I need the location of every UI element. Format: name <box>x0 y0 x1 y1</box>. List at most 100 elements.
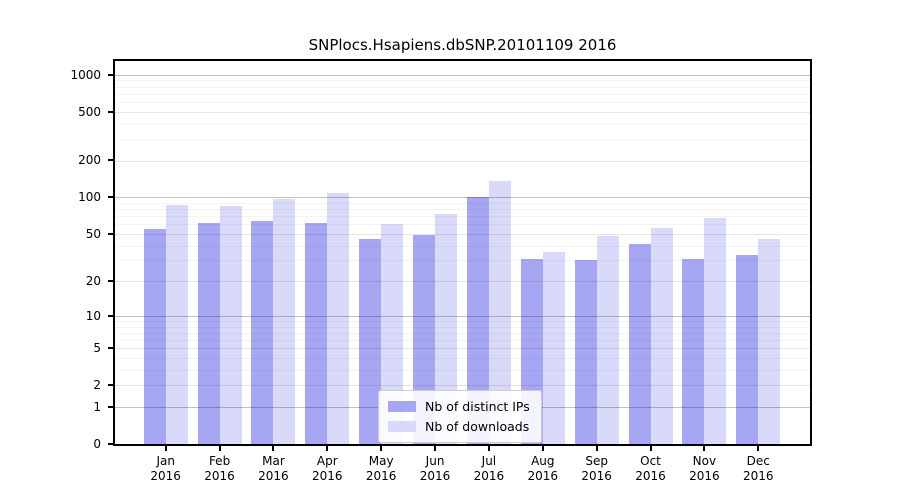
x-tick <box>595 446 598 451</box>
x-tick-month: Jan <box>156 454 175 468</box>
x-tick-label: May 2016 <box>353 454 409 484</box>
x-tick <box>326 446 329 451</box>
x-tick-year: 2016 <box>365 469 397 483</box>
bar-ips-jul <box>466 197 489 444</box>
x-tick-year: 2016 <box>473 469 505 483</box>
gridline <box>115 369 810 371</box>
bar-ips-nov <box>682 258 705 444</box>
legend-swatch-distinct-ips <box>388 400 416 412</box>
y-tick-label: 0 <box>93 437 101 451</box>
x-tick-month: Oct <box>640 454 661 468</box>
gridline <box>115 93 810 95</box>
x-tick-month: May <box>368 454 394 468</box>
gridline <box>115 111 810 113</box>
plot-area: Nb of distinct IPs Nb of downloads <box>113 59 812 446</box>
bar-downloads-apr <box>327 193 350 444</box>
y-axis-line <box>113 59 115 446</box>
x-tick-year: 2016 <box>150 469 181 483</box>
x-tick-year: 2016 <box>742 469 774 483</box>
y-tick-label: 100 <box>78 190 101 205</box>
x-tick-month: Nov <box>692 454 717 468</box>
x-tick-month: Jun <box>425 454 445 468</box>
x-tick-year: 2016 <box>689 469 720 483</box>
x-tick-year: 2016 <box>258 469 289 483</box>
gridline <box>115 245 810 247</box>
gridline <box>115 340 810 341</box>
plot-border-top <box>113 59 812 61</box>
x-tick-month: Dec <box>746 454 770 468</box>
legend-item-distinct-ips: Nb of distinct IPs <box>388 396 530 416</box>
x-tick-label: Aug 2016 <box>515 454 571 484</box>
x-tick-label: Feb 2016 <box>192 454 248 484</box>
gridline <box>115 101 810 103</box>
x-tick-label: Mar 2016 <box>245 454 301 484</box>
bar-ips-apr <box>305 222 328 444</box>
x-tick <box>218 446 221 451</box>
bar-ips-feb <box>197 223 220 444</box>
x-tick-label: Dec 2016 <box>730 454 786 484</box>
gridline <box>115 348 810 350</box>
x-tick <box>649 446 652 451</box>
x-tick-month: Feb <box>208 454 231 468</box>
y-tick <box>108 347 113 350</box>
x-tick <box>272 446 275 451</box>
bar-ips-oct <box>628 244 651 444</box>
bar-downloads-aug <box>542 252 565 444</box>
y-tick <box>108 110 113 113</box>
gridline <box>115 80 810 82</box>
y-tick <box>108 443 113 445</box>
y-tick-label: 5 <box>93 341 101 356</box>
y-tick <box>108 280 113 283</box>
legend: Nb of distinct IPs Nb of downloads <box>378 390 542 443</box>
x-tick-label: Nov 2016 <box>676 454 732 484</box>
x-tick <box>164 446 167 451</box>
x-tick-year: 2016 <box>204 469 235 483</box>
x-tick-label: Oct 2016 <box>623 454 679 484</box>
gridline <box>115 326 810 328</box>
y-tick <box>108 159 113 162</box>
bar-downloads-mar <box>273 198 296 444</box>
y-tick-label: 2 <box>93 378 101 393</box>
x-tick-year: 2016 <box>635 469 666 483</box>
x-tick <box>541 446 544 451</box>
x-tick-year: 2016 <box>419 469 451 483</box>
gridline <box>115 216 810 218</box>
gridline <box>115 281 810 283</box>
y-tick-label: 10 <box>85 308 101 323</box>
y-tick-label: 20 <box>85 274 101 289</box>
x-tick-month: Sep <box>585 454 608 468</box>
y-tick-label: 50 <box>85 226 101 241</box>
gridline <box>115 233 810 235</box>
gridline <box>115 202 810 204</box>
y-tick <box>108 232 113 235</box>
gridline <box>115 123 810 125</box>
bar-downloads-jun <box>435 213 458 444</box>
gridline <box>115 74 810 76</box>
gridline <box>115 138 810 140</box>
bar-downloads-jan <box>165 204 188 444</box>
gridline <box>115 260 810 262</box>
gridline <box>115 320 810 322</box>
gridline <box>115 86 810 88</box>
gridline <box>115 160 810 162</box>
gridline <box>115 197 810 199</box>
gridline <box>115 224 810 226</box>
bar-downloads-sep <box>596 235 619 444</box>
bar-ips-sep <box>574 260 597 444</box>
x-tick-year: 2016 <box>527 469 559 483</box>
gridline <box>115 358 810 359</box>
x-tick-month: Jul <box>481 454 497 468</box>
y-tick <box>108 196 113 199</box>
plot-border-right <box>810 59 812 446</box>
gridline <box>115 385 810 387</box>
bar-ips-jan <box>143 228 166 444</box>
x-tick-year: 2016 <box>312 469 343 483</box>
bar-downloads-dec <box>758 239 781 444</box>
x-tick-label: Jan 2016 <box>138 454 194 484</box>
x-tick <box>487 446 490 451</box>
x-tick-label: Jun 2016 <box>407 454 463 484</box>
x-tick <box>434 446 437 451</box>
bar-downloads-may <box>381 224 404 444</box>
grid-layer <box>115 61 810 444</box>
